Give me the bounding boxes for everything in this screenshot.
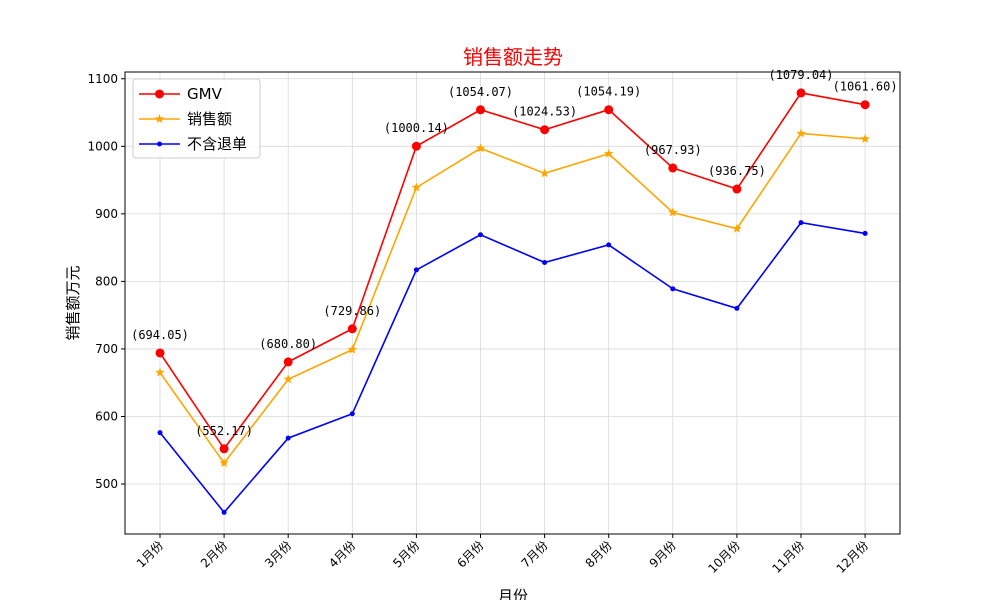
data-point-sales xyxy=(539,168,550,178)
data-label: (694.05) xyxy=(131,328,189,342)
x-tick-label: 10月份 xyxy=(705,538,743,576)
data-point-gmv xyxy=(219,444,229,454)
legend-marker-net xyxy=(157,141,162,147)
legend-marker-sales xyxy=(154,114,165,124)
x-tick-label: 2月份 xyxy=(198,538,230,570)
data-point-net xyxy=(157,430,163,436)
x-tick-label: 6月份 xyxy=(454,538,486,570)
data-point-net xyxy=(670,286,676,292)
y-tick-label: 1100 xyxy=(87,72,118,86)
annotations: (694.05) (552.17) (680.80) (729.86) (1000.14… xyxy=(131,68,898,438)
y-axis: 500 600 700 800 900 1000 1100 xyxy=(87,72,125,491)
data-point-net xyxy=(542,259,548,265)
data-label: (967.93) xyxy=(644,143,702,157)
chart-title: 销售额走势 xyxy=(463,45,563,69)
y-tick-label: 1000 xyxy=(87,139,118,153)
legend-marker-gmv xyxy=(155,89,164,99)
series-gmv xyxy=(155,88,870,454)
y-tick-label: 500 xyxy=(95,477,118,491)
x-tick-label: 8月份 xyxy=(583,538,615,570)
data-point-gmv xyxy=(668,163,678,173)
series-sales xyxy=(155,128,870,468)
data-point-gmv xyxy=(155,348,165,358)
x-tick-label: 7月份 xyxy=(518,538,550,570)
data-point-net xyxy=(734,305,740,311)
data-point-gmv xyxy=(283,357,293,367)
x-tick-label: 11月份 xyxy=(769,538,807,576)
y-tick-label: 800 xyxy=(95,274,118,288)
data-point-sales xyxy=(475,143,486,153)
data-point-sales xyxy=(732,223,742,233)
data-label: (1054.19) xyxy=(576,85,641,99)
data-point-gmv xyxy=(540,125,550,135)
y-tick-label: 700 xyxy=(95,342,118,356)
x-tick-label: 1月份 xyxy=(134,538,166,570)
legend-label-sales: 销售额 xyxy=(187,110,232,128)
data-label: (680.80) xyxy=(259,337,317,351)
legend-label-net: 不含退单 xyxy=(187,135,247,153)
series-net xyxy=(157,220,868,515)
data-point-sales xyxy=(155,367,165,377)
data-label: (1061.60) xyxy=(833,80,898,94)
x-tick-label: 4月份 xyxy=(326,538,358,570)
series-line-net xyxy=(159,221,866,514)
series-line-sales xyxy=(159,132,866,465)
data-label: (1024.53) xyxy=(512,105,577,119)
data-point-net xyxy=(221,509,227,515)
x-axis-label: 月份 xyxy=(498,587,528,600)
data-label: (1000.14) xyxy=(384,121,449,135)
data-point-sales xyxy=(347,344,358,354)
data-point-gmv xyxy=(796,88,806,98)
data-point-sales xyxy=(860,133,870,143)
y-axis-label: 销售额万元 xyxy=(64,265,82,340)
data-point-gmv xyxy=(347,324,357,334)
data-point-gmv xyxy=(860,100,870,110)
data-point-net xyxy=(798,220,804,226)
data-point-net xyxy=(862,230,868,236)
data-point-sales xyxy=(796,128,806,138)
data-point-net xyxy=(413,267,419,273)
data-point-net xyxy=(478,232,483,238)
x-axis: 1月份 2月份 3月份 4月份 5月份 6月份 7月份 8月份 9月份 10月份 11月份 12月份 xyxy=(134,534,871,576)
data-point-sales xyxy=(668,207,678,217)
data-point-sales xyxy=(219,458,229,468)
plot-frame xyxy=(124,71,901,535)
y-tick-label: 600 xyxy=(95,409,118,423)
data-point-gmv xyxy=(604,105,614,115)
series-line-gmv xyxy=(159,92,866,451)
data-point-sales xyxy=(411,182,422,192)
data-point-gmv xyxy=(732,184,742,194)
data-label: (1054.07) xyxy=(448,85,513,99)
data-point-gmv xyxy=(476,105,485,115)
data-point-net xyxy=(349,411,355,417)
data-point-sales xyxy=(283,374,293,384)
legend-box xyxy=(132,78,261,159)
data-label: (552.17) xyxy=(195,424,253,438)
series-layer xyxy=(155,88,870,515)
x-tick-label: 9月份 xyxy=(647,538,679,570)
data-point-gmv xyxy=(411,141,421,151)
data-point-net xyxy=(606,242,612,248)
data-point-net xyxy=(285,435,291,441)
legend-label-gmv: GMV xyxy=(187,85,223,103)
x-tick-label: 5月份 xyxy=(390,538,422,570)
data-label: (936.75) xyxy=(708,164,766,178)
x-tick-label: 3月份 xyxy=(262,538,294,570)
data-point-sales xyxy=(603,148,614,158)
x-tick-label: 12月份 xyxy=(834,538,872,576)
y-tick-label: 900 xyxy=(95,207,118,221)
data-label: (1079.04) xyxy=(768,68,833,82)
data-label: (729.86) xyxy=(323,304,381,318)
